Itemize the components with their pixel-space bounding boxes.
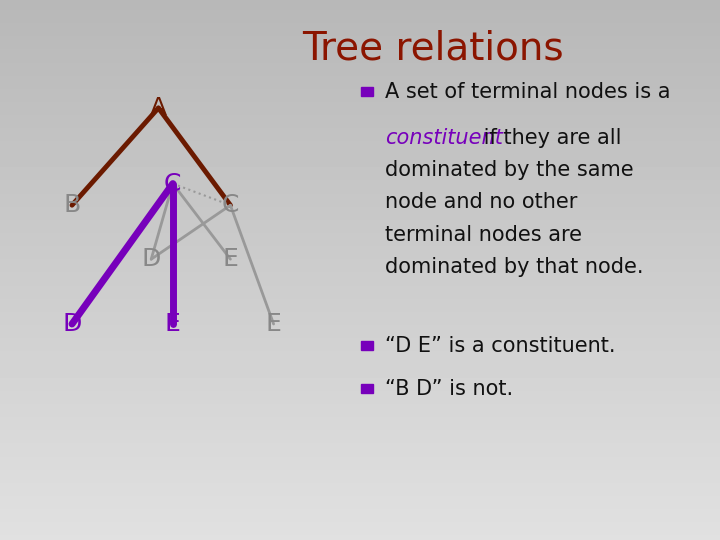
Text: C: C <box>222 193 239 217</box>
Text: B: B <box>63 193 81 217</box>
Text: E: E <box>222 247 238 271</box>
Text: “B D” is not.: “B D” is not. <box>385 379 513 399</box>
Text: node and no other: node and no other <box>385 192 577 213</box>
Text: dominated by that node.: dominated by that node. <box>385 257 644 278</box>
Text: D: D <box>142 247 161 271</box>
Bar <box>361 341 373 350</box>
Text: A: A <box>150 96 167 120</box>
Text: Tree relations: Tree relations <box>302 30 564 68</box>
Bar <box>361 87 373 96</box>
Text: “D E” is a constituent.: “D E” is a constituent. <box>385 335 616 356</box>
Text: E: E <box>266 312 282 336</box>
Text: constituent: constituent <box>385 127 503 148</box>
Text: if they are all: if they are all <box>477 127 622 148</box>
Text: E: E <box>165 312 181 336</box>
Text: D: D <box>63 312 81 336</box>
Text: terminal nodes are: terminal nodes are <box>385 225 582 245</box>
Bar <box>361 384 373 393</box>
Text: dominated by the same: dominated by the same <box>385 160 634 180</box>
Text: C: C <box>164 172 181 195</box>
Text: A set of terminal nodes is a: A set of terminal nodes is a <box>385 82 671 102</box>
